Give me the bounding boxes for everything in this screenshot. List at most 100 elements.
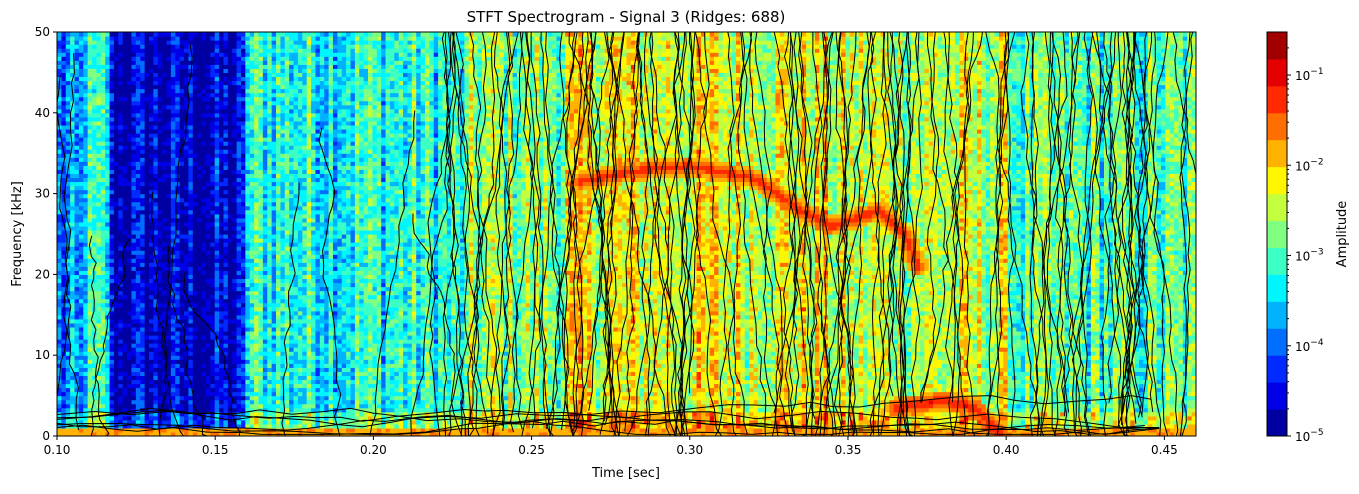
heatmap-cell [75, 299, 80, 304]
heatmap-cell [83, 64, 88, 69]
heatmap-cell [92, 80, 97, 85]
heatmap-cell [105, 226, 110, 231]
heatmap-cell [96, 428, 101, 433]
heatmap-cell [114, 367, 119, 372]
heatmap-cell [110, 246, 115, 251]
heatmap-cell [123, 331, 128, 336]
heatmap-cell [114, 194, 119, 199]
heatmap-cell [83, 234, 88, 239]
heatmap-cell [83, 76, 88, 81]
heatmap-cell [79, 161, 84, 166]
heatmap-cell [123, 311, 128, 316]
heatmap-cell [61, 72, 66, 77]
heatmap-cell [105, 202, 110, 207]
heatmap-cell [110, 190, 115, 195]
heatmap-cell [75, 64, 80, 69]
heatmap-cell [57, 250, 62, 255]
heatmap-cell [114, 226, 119, 231]
heatmap-cell [101, 270, 106, 275]
heatmap-cell [83, 173, 88, 178]
heatmap-cell [110, 157, 115, 162]
heatmap-cell [79, 234, 84, 239]
heatmap-cell [101, 363, 106, 368]
heatmap-cell [96, 287, 101, 292]
heatmap-cell [118, 319, 123, 324]
heatmap-cell [127, 404, 132, 409]
heatmap-cell [70, 157, 75, 162]
heatmap-cell [96, 295, 101, 300]
heatmap-cell [88, 202, 93, 207]
heatmap-cell [101, 177, 106, 182]
heatmap-cell [101, 299, 106, 304]
heatmap-cell [61, 392, 66, 397]
heatmap-cell [79, 258, 84, 263]
heatmap-cell [83, 331, 88, 336]
heatmap-cell [110, 149, 115, 154]
heatmap-cell [66, 383, 71, 388]
heatmap-cell [123, 396, 128, 401]
heatmap-cell [127, 278, 132, 283]
heatmap-cell [114, 32, 119, 37]
heatmap-cell [57, 36, 62, 41]
heatmap-cell [110, 48, 115, 53]
heatmap-cell [96, 266, 101, 271]
heatmap-cell [57, 165, 62, 170]
heatmap-cell [101, 72, 106, 77]
heatmap-cell [79, 137, 84, 142]
heatmap-cell [61, 133, 66, 138]
heatmap-cell [75, 291, 80, 296]
heatmap-cell [123, 44, 128, 49]
heatmap-cell [105, 181, 110, 186]
heatmap-cell [96, 64, 101, 69]
heatmap-cell [105, 375, 110, 380]
heatmap-cell [88, 299, 93, 304]
heatmap-cell [79, 190, 84, 195]
heatmap-cell [118, 404, 123, 409]
heatmap-cell [75, 323, 80, 328]
heatmap-cell [118, 327, 123, 332]
heatmap-cell [101, 48, 106, 53]
heatmap-cell [101, 125, 106, 130]
heatmap-cell [118, 383, 123, 388]
heatmap-cell [114, 157, 119, 162]
heatmap-cell [92, 105, 97, 110]
heatmap-cell [96, 117, 101, 122]
heatmap-cell [70, 383, 75, 388]
heatmap-cell [83, 278, 88, 283]
heatmap-cell [70, 52, 75, 57]
heatmap-cell [118, 194, 123, 199]
heatmap-cell [110, 165, 115, 170]
heatmap-cell [79, 60, 84, 65]
heatmap-cell [123, 80, 128, 85]
heatmap-cell [96, 93, 101, 98]
heatmap-cell [79, 177, 84, 182]
heatmap-cell [83, 181, 88, 186]
heatmap-cell [101, 76, 106, 81]
heatmap-cell [114, 60, 119, 65]
heatmap-cell [57, 363, 62, 368]
heatmap-cell [110, 44, 115, 49]
heatmap-cell [105, 153, 110, 158]
heatmap-cell [75, 117, 80, 122]
heatmap-cell [88, 291, 93, 296]
heatmap-cell [114, 44, 119, 49]
heatmap-cell [105, 371, 110, 376]
heatmap-cell [75, 52, 80, 57]
heatmap-cell [110, 335, 115, 340]
heatmap-cell [110, 242, 115, 247]
heatmap-cell [110, 109, 115, 114]
heatmap-cell [83, 109, 88, 114]
heatmap-cell [75, 36, 80, 41]
heatmap-cell [96, 262, 101, 267]
heatmap-cell [101, 379, 106, 384]
heatmap-cell [57, 109, 62, 114]
heatmap-cell [92, 218, 97, 223]
heatmap-cell [101, 278, 106, 283]
heatmap-cell [96, 157, 101, 162]
heatmap-cell [118, 93, 123, 98]
heatmap-cell [101, 202, 106, 207]
heatmap-cell [66, 400, 71, 405]
heatmap-cell [110, 40, 115, 45]
heatmap-cell [123, 230, 128, 235]
heatmap-cell [110, 105, 115, 110]
